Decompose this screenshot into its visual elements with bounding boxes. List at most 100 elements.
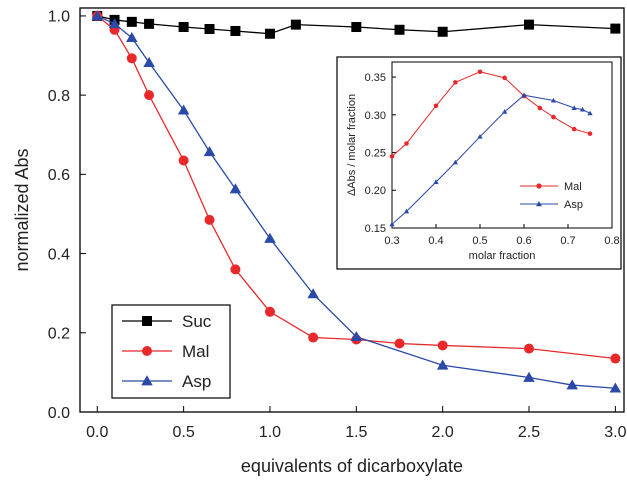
y-tick-label: 0.30 [365, 110, 386, 122]
data-point-asp [350, 330, 363, 342]
legend-label-asp: Asp [182, 372, 211, 391]
data-point-asp [143, 56, 155, 67]
legend-label-suc: Suc [182, 312, 212, 331]
x-tick-label: 2.0 [432, 424, 454, 441]
data-point-suc [290, 19, 301, 30]
inset-frame [336, 56, 622, 270]
y-tick-label: 0.4 [48, 246, 70, 263]
data-point-asp [403, 208, 410, 214]
data-point-mal [551, 114, 556, 120]
data-point-asp [177, 104, 190, 115]
y-tick-label: 0.6 [48, 167, 70, 184]
data-point-asp [126, 31, 138, 43]
legend-swatch-marker [142, 316, 152, 326]
data-point-suc [204, 23, 215, 34]
data-point-suc [264, 28, 275, 39]
y-tick-label: 0.2 [48, 326, 70, 343]
y-axis-label: ΔAbs / molar fraction [346, 94, 358, 196]
legend-swatch-marker [536, 183, 542, 189]
x-tick-label: 1.0 [259, 424, 281, 441]
y-tick-label: 0.20 [365, 185, 386, 197]
x-tick-label: 2.5 [518, 424, 540, 441]
data-point-suc [610, 23, 621, 34]
legend-swatch-marker [536, 201, 542, 207]
x-axis-label: molar fraction [469, 250, 536, 262]
y-tick-label: 1.0 [48, 9, 70, 26]
y-tick-label: 0.35 [365, 72, 386, 84]
data-point-mal [524, 343, 535, 354]
plot-area [391, 61, 613, 229]
x-tick-label: 0.5 [472, 235, 487, 247]
data-point-asp [389, 221, 395, 227]
data-point-suc [230, 25, 241, 36]
x-axis-label: equivalents of dicarboxylate [241, 456, 463, 476]
legend-swatch-marker [142, 346, 152, 356]
y-axis-label: normalized Abs [12, 148, 32, 271]
data-point-mal [437, 340, 448, 351]
data-point-suc [394, 24, 405, 35]
data-point-suc [437, 26, 448, 37]
data-point-mal [610, 353, 621, 364]
data-point-asp [452, 159, 459, 165]
x-tick-label: 0.6 [516, 235, 531, 247]
main-chart: 0.0 0.5 1.0 1.5 2.0 2.5 3.0 0.0 0.2 0.4 0.6 0.8 1.0 e… [12, 7, 627, 476]
data-point-asp [203, 146, 216, 157]
data-point-mal [502, 75, 507, 81]
data-point-mal [477, 69, 483, 75]
data-point-asp [521, 92, 527, 98]
data-point-suc [126, 16, 137, 27]
data-point-mal [394, 338, 405, 349]
y-tick-label: 0.15 [365, 223, 386, 235]
data-point-mal [308, 332, 319, 343]
data-point-asp [433, 179, 439, 184]
data-point-mal [204, 214, 215, 225]
data-point-mal [571, 126, 577, 132]
x-tick-label: 3.0 [604, 424, 626, 441]
legend-label-asp: Asp [564, 199, 583, 211]
y-tick-label: 0.8 [48, 88, 70, 105]
legend-label-mal: Mal [564, 181, 582, 193]
x-tick-label: 0.3 [384, 235, 399, 247]
x-tick-label: 0.8 [604, 235, 619, 247]
data-point-mal [144, 90, 155, 101]
data-point-mal [178, 155, 189, 166]
x-tick-label: 0.7 [560, 235, 575, 247]
legend-swatch-marker [141, 375, 153, 386]
data-point-asp [436, 359, 449, 370]
y-tick-label: 0.0 [48, 405, 70, 422]
data-point-asp [108, 18, 121, 29]
data-point-asp [579, 106, 586, 112]
data-point-asp [550, 97, 557, 103]
data-point-mal [587, 131, 593, 136]
data-point-asp [307, 288, 319, 299]
data-point-asp [587, 110, 593, 116]
data-point-mal [404, 141, 409, 146]
x-tick-label: 0.4 [428, 235, 443, 247]
data-point-suc [144, 18, 155, 29]
data-point-mal [537, 105, 543, 111]
legend-label-mal: Mal [182, 342, 209, 361]
x-tick-label: 0.0 [86, 424, 108, 441]
data-point-asp [609, 382, 622, 393]
data-point-asp [523, 371, 535, 382]
x-tick-label: 1.5 [345, 424, 367, 441]
data-point-mal [264, 306, 275, 317]
x-tick-label: 0.5 [172, 424, 194, 441]
data-point-suc [351, 22, 362, 33]
data-point-asp [501, 109, 508, 114]
data-point-suc [524, 19, 535, 30]
data-point-asp [566, 379, 578, 390]
y-tick-label: 0.25 [365, 148, 386, 160]
data-point-asp [477, 134, 483, 139]
data-point-asp [264, 232, 276, 243]
series-line-mal [96, 15, 616, 360]
data-point-mal [389, 154, 395, 159]
data-point-asp [571, 105, 577, 111]
data-point-suc [178, 22, 189, 33]
data-point-mal [230, 264, 241, 275]
data-point-asp [229, 183, 242, 194]
data-point-mal [433, 103, 439, 109]
data-point-asp [91, 10, 104, 21]
data-point-mal [126, 53, 137, 64]
